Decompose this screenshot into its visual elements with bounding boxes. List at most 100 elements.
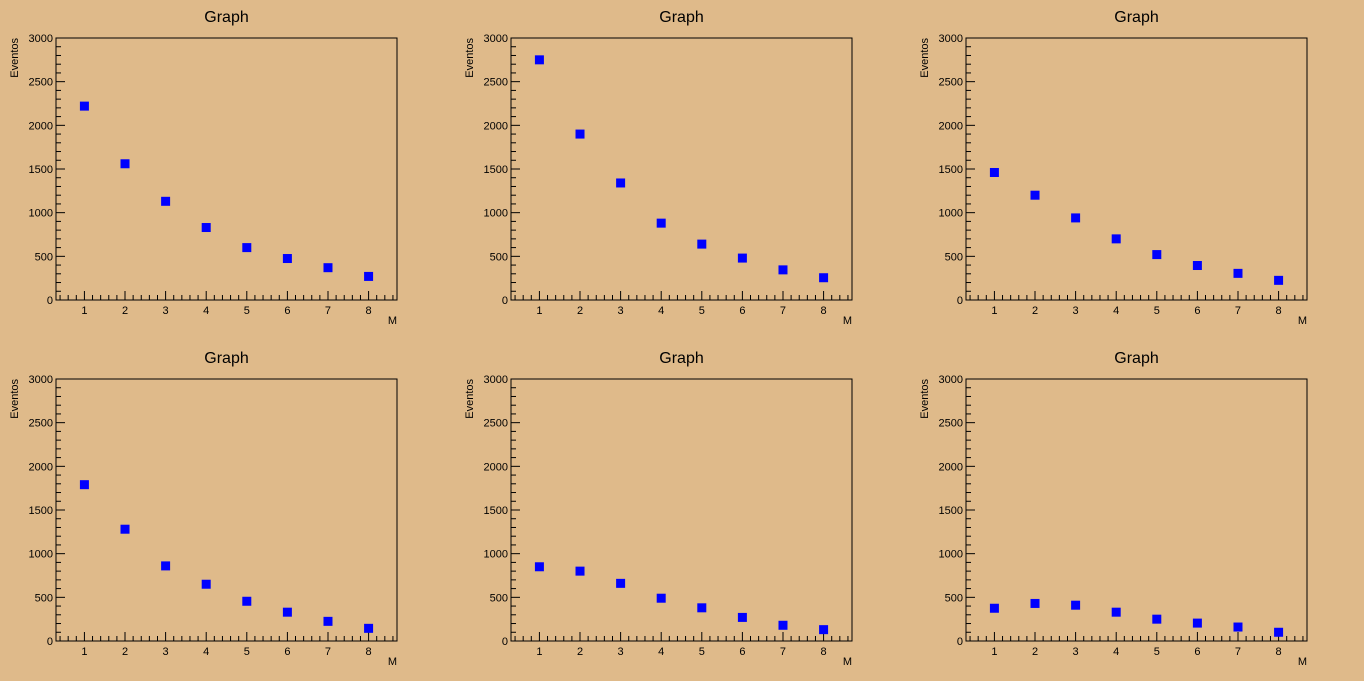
data-point	[737, 612, 747, 622]
data-point	[1192, 261, 1202, 271]
x-tick-label: 7	[1235, 305, 1241, 317]
x-axis-label: M	[843, 656, 852, 668]
data-point	[1030, 190, 1040, 200]
y-axis-label: Eventos	[919, 379, 931, 419]
data-point	[737, 253, 747, 263]
x-tick-label: 6	[1194, 646, 1200, 658]
y-tick-label: 2500	[29, 418, 53, 430]
y-tick-label: 3000	[484, 33, 508, 45]
y-tick-label: 2500	[29, 77, 53, 89]
x-tick-label: 1	[81, 305, 87, 317]
x-tick-label: 5	[1154, 305, 1160, 317]
data-point	[282, 607, 292, 617]
y-tick-label: 2000	[939, 461, 963, 473]
x-tick-label: 8	[821, 646, 827, 658]
y-axis-label: Eventos	[9, 379, 21, 419]
x-tick-label: 2	[577, 646, 583, 658]
y-tick-label: 2000	[29, 120, 53, 132]
data-point	[1030, 598, 1040, 608]
x-tick-label: 6	[739, 646, 745, 658]
plot-frame	[510, 378, 853, 642]
y-tick-label: 1000	[29, 208, 53, 220]
x-tick-label: 1	[991, 305, 997, 317]
data-point	[201, 223, 211, 233]
x-axis-label: M	[388, 315, 397, 327]
x-tick-label: 4	[1113, 646, 1119, 658]
y-tick-label: 2000	[484, 461, 508, 473]
y-tick-label: 500	[945, 592, 963, 604]
data-point	[778, 265, 788, 275]
data-point	[989, 603, 999, 613]
chart-title: Graph	[659, 9, 703, 26]
y-axis-label: Eventos	[9, 38, 21, 78]
data-point	[323, 616, 333, 626]
x-tick-label: 4	[203, 305, 209, 317]
x-tick-label: 7	[780, 646, 786, 658]
x-tick-label: 4	[203, 646, 209, 658]
x-tick-label: 3	[163, 305, 169, 317]
data-point	[656, 593, 666, 603]
data-point	[161, 561, 171, 571]
x-tick-label: 7	[325, 305, 331, 317]
chart-panel-4: Graph 0 500 1000 1500 2000 2500 3000 1 2 3 4 5 6 7 8 M Ev…	[9, 350, 398, 668]
x-tick-label: 5	[699, 646, 705, 658]
data-point	[1274, 275, 1284, 285]
x-tick-label: 2	[122, 305, 128, 317]
x-tick-label: 7	[780, 305, 786, 317]
chart-panel-6: Graph 0 500 1000 1500 2000 2500 3000 1 2 3 4 5 6 7 8 M Ev…	[919, 350, 1308, 668]
x-tick-label: 4	[1113, 305, 1119, 317]
data-point	[819, 273, 829, 283]
y-tick-label: 0	[502, 636, 508, 648]
data-point	[323, 263, 333, 273]
y-tick-label: 2000	[939, 120, 963, 132]
data-point	[364, 271, 374, 281]
y-tick-label: 3000	[939, 33, 963, 45]
plot-frame	[965, 378, 1308, 642]
data-point	[1233, 622, 1243, 632]
x-tick-label: 4	[658, 646, 664, 658]
chart-title: Graph	[1114, 350, 1158, 367]
chart-panel-1: Graph 0 500 1000 1500 2000 2500 3000 1 2 3 4 5 6 7 8 M Ev…	[9, 9, 398, 327]
plot-frame	[965, 37, 1308, 301]
y-tick-label: 3000	[939, 374, 963, 386]
data-point	[534, 55, 544, 65]
x-tick-label: 5	[699, 305, 705, 317]
data-point	[120, 524, 130, 534]
x-tick-label: 3	[1073, 305, 1079, 317]
x-tick-label: 6	[284, 305, 290, 317]
data-point	[282, 254, 292, 264]
data-point	[575, 129, 585, 139]
y-tick-label: 500	[35, 251, 53, 263]
y-tick-label: 1500	[29, 505, 53, 517]
y-tick-label: 1000	[29, 549, 53, 561]
y-tick-label: 1000	[939, 549, 963, 561]
x-tick-label: 5	[244, 305, 250, 317]
x-tick-label: 1	[536, 305, 542, 317]
data-point	[242, 596, 252, 606]
x-tick-label: 7	[1235, 646, 1241, 658]
x-tick-label: 1	[991, 646, 997, 658]
data-point	[120, 159, 130, 169]
y-tick-label: 2000	[484, 120, 508, 132]
y-axis-label: Eventos	[464, 38, 476, 78]
y-tick-label: 0	[47, 295, 53, 307]
data-point	[778, 620, 788, 630]
x-tick-label: 7	[325, 646, 331, 658]
x-tick-label: 4	[658, 305, 664, 317]
y-tick-label: 500	[945, 251, 963, 263]
x-tick-label: 6	[739, 305, 745, 317]
x-axis-label: M	[388, 656, 397, 668]
x-tick-label: 8	[366, 305, 372, 317]
x-axis-label: M	[843, 315, 852, 327]
data-point	[616, 178, 626, 188]
x-tick-label: 5	[244, 646, 250, 658]
data-point	[1071, 600, 1081, 610]
plot-frame	[55, 378, 398, 642]
x-tick-label: 2	[1032, 646, 1038, 658]
y-tick-label: 3000	[29, 33, 53, 45]
x-tick-label: 6	[284, 646, 290, 658]
data-point	[242, 243, 252, 253]
data-point	[534, 562, 544, 572]
plot-frame	[510, 37, 853, 301]
